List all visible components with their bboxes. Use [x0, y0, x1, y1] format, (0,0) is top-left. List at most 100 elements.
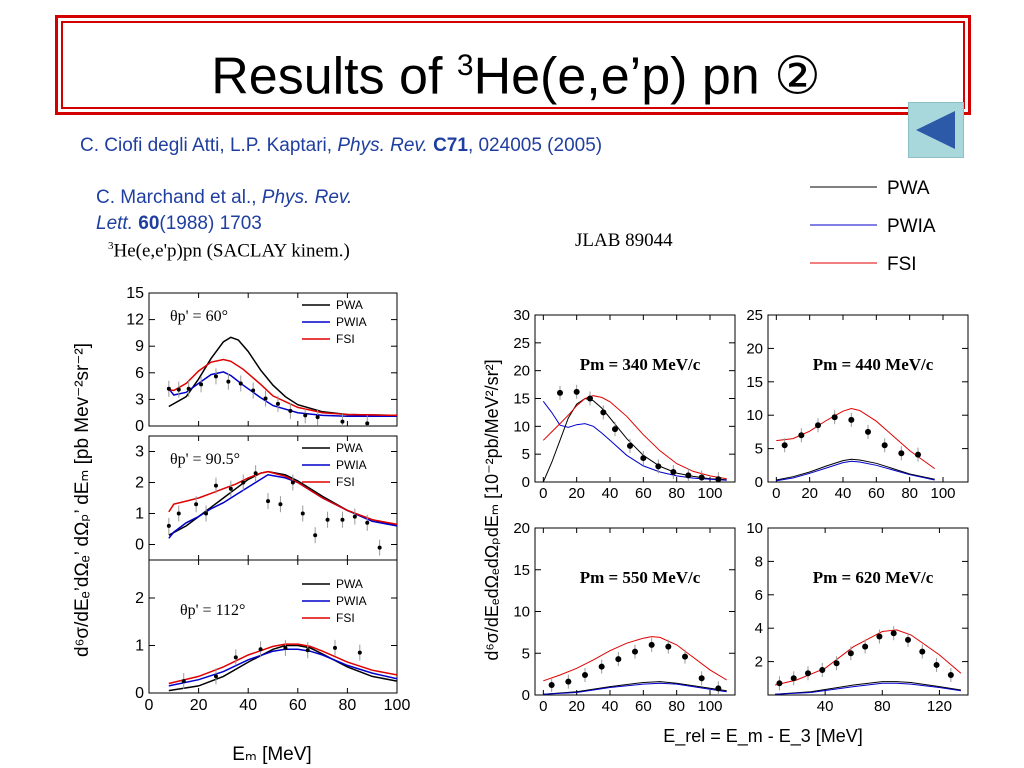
slide-title: Results of 3He(e,e’p) pn ②	[211, 47, 821, 106]
y-tick-label: 0	[522, 687, 530, 704]
data-point	[166, 523, 171, 528]
data-point	[819, 666, 826, 673]
legend-item-pwa: PWA	[810, 178, 930, 199]
data-point	[278, 502, 283, 507]
data-point	[876, 633, 883, 640]
data-point	[598, 663, 605, 670]
data-point	[698, 474, 705, 481]
y-tick-label: 1	[135, 638, 144, 655]
data-point	[587, 395, 593, 402]
panel-pm-label: Pm = 440 MeV/c	[813, 355, 934, 374]
plot-frame	[148, 292, 398, 427]
data-point	[698, 675, 705, 682]
y-tick-label: 15	[746, 374, 763, 391]
data-point	[915, 451, 921, 458]
panel-pm-label: Pm = 340 MeV/c	[580, 355, 701, 374]
data-point	[862, 643, 869, 650]
plot-frame	[767, 314, 969, 483]
panel-pm-label: Pm = 620 MeV/c	[813, 568, 934, 587]
data-point	[313, 533, 318, 538]
data-point	[290, 480, 295, 485]
data-point	[283, 645, 288, 650]
panel-angle-label: θp' = 60°	[170, 308, 228, 325]
y-tick-label: 5	[522, 645, 530, 662]
series-line-pwa	[168, 470, 397, 536]
data-point	[352, 514, 357, 519]
data-point	[186, 386, 191, 391]
panel-angle-label: θp' = 112°	[180, 602, 245, 619]
series-line-pwia	[543, 682, 727, 695]
data-point	[377, 545, 382, 550]
data-point	[365, 520, 370, 525]
back-button[interactable]	[908, 102, 964, 158]
data-point	[333, 645, 337, 650]
panel-legend-label: PWIA	[336, 458, 367, 472]
y-tick-label: 8	[755, 553, 763, 570]
x-tick-label: 60	[635, 485, 652, 502]
y-tick-label: 15	[513, 391, 530, 408]
data-point	[790, 675, 797, 682]
data-point	[815, 422, 821, 429]
left-x-axis-label: Eₘ [MeV]	[232, 744, 311, 765]
data-point	[357, 650, 362, 655]
x-tick-label: 40	[602, 485, 619, 502]
y-tick-label: 25	[513, 335, 530, 352]
data-point	[315, 415, 320, 420]
y-tick-label: 3	[135, 391, 144, 408]
y-tick-label: 20	[513, 363, 530, 380]
y-tick-label: 2	[755, 654, 763, 671]
y-tick-label: 10	[746, 407, 763, 424]
data-point	[305, 648, 310, 653]
data-point	[238, 381, 243, 386]
panel-legend-label: PWA	[336, 441, 363, 455]
series-line-fsi	[774, 629, 962, 686]
data-point	[715, 476, 722, 482]
series-line-pwa	[543, 681, 727, 695]
data-point	[300, 511, 305, 516]
x-tick-label: 40	[239, 697, 257, 714]
data-point	[204, 511, 209, 516]
series-line-pwa	[776, 458, 935, 481]
data-point	[919, 648, 926, 655]
right-y-axis-label: d⁶σ/dEₑdΩₑdΩₚdEₘ [10⁻²pb/MeV²/sr²]	[482, 359, 502, 660]
data-point	[251, 388, 256, 393]
data-point	[847, 650, 854, 657]
main-legend: PWA PWIA FSI	[810, 178, 936, 275]
left-chart-caption: 3He(e,e'p)pn (SACLAY kinem.)	[108, 240, 350, 262]
x-tick-label: 20	[190, 697, 208, 714]
data-point	[226, 379, 231, 384]
series-line-pwia	[168, 474, 397, 539]
x-tick-label: 80	[874, 698, 891, 715]
x-tick-label: 60	[635, 698, 652, 715]
x-tick-label: 100	[697, 698, 722, 715]
data-point	[365, 421, 370, 426]
y-tick-label: 3	[135, 444, 144, 461]
data-point	[898, 450, 905, 457]
series-line-pwa	[542, 397, 727, 482]
data-point	[263, 396, 268, 401]
data-point	[685, 472, 692, 479]
series-line-pwia	[542, 400, 727, 481]
data-point	[781, 442, 788, 449]
data-point	[670, 468, 677, 475]
x-tick-label: 0	[539, 698, 547, 715]
chart-panel: 2 4 6 8 10 40 80 120 Pm = 620 MeV/c	[746, 520, 969, 715]
data-point	[640, 455, 647, 462]
data-point	[665, 643, 672, 650]
data-point	[565, 678, 572, 685]
data-point	[241, 480, 246, 485]
plot-area	[168, 639, 397, 692]
y-tick-label: 2	[135, 590, 144, 607]
series-line-pwia	[776, 460, 935, 482]
series-line-pwa	[168, 336, 397, 417]
legend-label-pwa: PWA	[887, 178, 930, 199]
chart-panel: 0 3 6 9 12 15 θp' = 60° PWA PWIA FSI	[126, 285, 398, 435]
y-tick-label: 5	[522, 446, 530, 463]
x-tick-label: 120	[927, 698, 952, 715]
x-tick-label: 20	[801, 485, 818, 502]
reference-ciofi: C. Ciofi degli Atti, L.P. Kaptari, Phys.…	[80, 135, 603, 156]
data-point	[776, 680, 783, 687]
y-tick-label: 10	[513, 418, 530, 435]
series-line-pwia	[775, 682, 961, 695]
data-point	[881, 442, 888, 449]
